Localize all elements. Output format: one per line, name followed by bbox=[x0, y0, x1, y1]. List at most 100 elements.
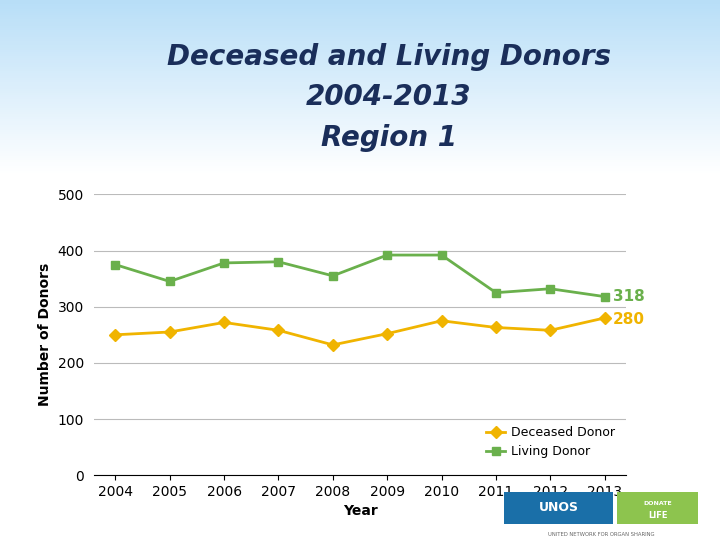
Bar bbox=[0, 164, 720, 166]
Text: UNITED NETWORK FOR ORGAN SHARING: UNITED NETWORK FOR ORGAN SHARING bbox=[548, 532, 654, 537]
Bar bbox=[0, 140, 720, 143]
Bar bbox=[0, 54, 720, 56]
Bar bbox=[0, 78, 720, 80]
Bar bbox=[0, 160, 720, 162]
Deceased Donor bbox=[166, 329, 174, 335]
Bar bbox=[0, 19, 720, 22]
Bar bbox=[0, 0, 720, 2]
Bar bbox=[0, 37, 720, 39]
Bar bbox=[0, 127, 720, 130]
Bar bbox=[0, 166, 720, 168]
Deceased Donor bbox=[546, 327, 554, 334]
Text: 2004-2013: 2004-2013 bbox=[306, 83, 472, 111]
Bar bbox=[0, 86, 720, 89]
Bar bbox=[0, 114, 720, 117]
FancyBboxPatch shape bbox=[617, 491, 698, 524]
Bar bbox=[0, 95, 720, 97]
Bar bbox=[0, 156, 720, 158]
Bar bbox=[0, 91, 720, 93]
Bar bbox=[0, 6, 720, 9]
Living Donor bbox=[328, 273, 337, 279]
Bar bbox=[0, 52, 720, 54]
FancyBboxPatch shape bbox=[504, 491, 613, 524]
Deceased Donor bbox=[492, 324, 500, 330]
Bar bbox=[0, 102, 720, 104]
Living Donor bbox=[166, 278, 174, 285]
Bar bbox=[0, 28, 720, 30]
Bar bbox=[0, 97, 720, 99]
Bar bbox=[0, 4, 720, 6]
Bar bbox=[0, 138, 720, 140]
Bar bbox=[0, 67, 720, 69]
Bar bbox=[0, 73, 720, 76]
Living Donor bbox=[600, 293, 609, 300]
Bar bbox=[0, 76, 720, 78]
Bar bbox=[0, 48, 720, 50]
Bar bbox=[0, 104, 720, 106]
Text: 318: 318 bbox=[613, 289, 644, 304]
Bar bbox=[0, 17, 720, 19]
Bar bbox=[0, 123, 720, 125]
Bar bbox=[0, 13, 720, 15]
Bar bbox=[0, 84, 720, 86]
Text: Deceased and Living Donors: Deceased and Living Donors bbox=[167, 43, 611, 71]
Bar bbox=[0, 15, 720, 17]
Bar bbox=[0, 151, 720, 153]
Bar bbox=[0, 171, 720, 173]
Bar bbox=[0, 99, 720, 102]
Bar bbox=[0, 30, 720, 32]
Bar bbox=[0, 71, 720, 73]
Bar bbox=[0, 41, 720, 43]
Bar bbox=[0, 136, 720, 138]
Bar bbox=[0, 121, 720, 123]
Bar bbox=[0, 147, 720, 149]
Legend: Deceased Donor, Living Donor: Deceased Donor, Living Donor bbox=[481, 421, 620, 463]
Deceased Donor bbox=[111, 332, 120, 338]
Text: LIFE: LIFE bbox=[648, 511, 667, 521]
Bar bbox=[0, 119, 720, 121]
Living Donor bbox=[274, 259, 283, 265]
Deceased Donor bbox=[274, 327, 283, 334]
Bar bbox=[0, 89, 720, 91]
Bar bbox=[0, 11, 720, 13]
Bar bbox=[0, 60, 720, 63]
Bar bbox=[0, 65, 720, 67]
Bar bbox=[0, 117, 720, 119]
Bar bbox=[0, 63, 720, 65]
Bar bbox=[0, 132, 720, 134]
Bar bbox=[0, 45, 720, 48]
Bar bbox=[0, 112, 720, 114]
Deceased Donor bbox=[600, 315, 609, 321]
Bar bbox=[0, 56, 720, 58]
Bar bbox=[0, 110, 720, 112]
Living Donor bbox=[492, 289, 500, 296]
Bar bbox=[0, 32, 720, 35]
Living Donor bbox=[111, 261, 120, 268]
Y-axis label: Number of Donors: Number of Donors bbox=[38, 263, 52, 407]
Living Donor bbox=[437, 252, 446, 258]
Bar bbox=[0, 108, 720, 110]
Bar bbox=[0, 58, 720, 60]
Bar bbox=[0, 168, 720, 171]
Living Donor bbox=[546, 286, 554, 292]
Deceased Donor bbox=[328, 342, 337, 348]
Bar bbox=[0, 9, 720, 11]
Bar bbox=[0, 82, 720, 84]
Bar bbox=[0, 35, 720, 37]
Text: Region 1: Region 1 bbox=[321, 124, 456, 152]
Bar bbox=[0, 22, 720, 24]
X-axis label: Year: Year bbox=[343, 504, 377, 518]
Bar bbox=[0, 50, 720, 52]
Living Donor bbox=[383, 252, 392, 258]
Text: UNOS: UNOS bbox=[539, 501, 578, 514]
Text: DONATE: DONATE bbox=[643, 501, 672, 506]
Bar bbox=[0, 26, 720, 28]
Bar bbox=[0, 145, 720, 147]
Bar bbox=[0, 69, 720, 71]
Text: 280: 280 bbox=[613, 312, 645, 327]
Bar bbox=[0, 93, 720, 95]
Bar bbox=[0, 149, 720, 151]
Deceased Donor bbox=[383, 330, 392, 337]
Living Donor bbox=[220, 260, 228, 266]
Bar bbox=[0, 2, 720, 4]
